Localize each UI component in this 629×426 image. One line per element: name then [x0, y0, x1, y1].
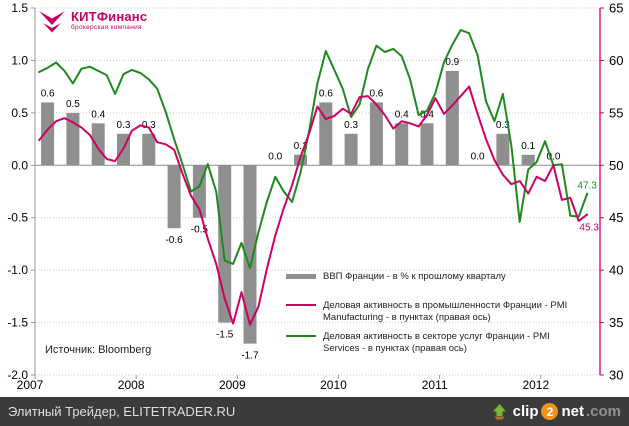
svg-text:-1.7: -1.7 [241, 351, 259, 362]
kit-finance-logo: КИТФинанс брокерская компания [38, 10, 147, 33]
svg-text:0.3: 0.3 [117, 120, 131, 131]
svg-text:2012: 2012 [522, 378, 549, 392]
svg-text:0.1: 0.1 [521, 141, 535, 152]
legend-swatch-gdp [286, 274, 316, 279]
svg-text:0.5: 0.5 [11, 106, 28, 120]
svg-text:0.0: 0.0 [11, 158, 28, 172]
svg-text:60: 60 [609, 53, 623, 68]
upload-arrow-icon [492, 404, 506, 420]
legend-item-pmi-manufacturing: Деловая активность в промышленности Фран… [286, 300, 576, 324]
svg-text:0.4: 0.4 [395, 109, 409, 120]
kit-finance-logo-text: КИТФинанс брокерская компания [71, 10, 147, 32]
svg-text:2009: 2009 [219, 378, 246, 392]
brand-name-rest: Финанс [96, 9, 148, 24]
svg-text:0.0: 0.0 [471, 151, 485, 162]
svg-text:0.0: 0.0 [546, 151, 560, 162]
brand-name-bold: КИТ [71, 9, 97, 24]
svg-text:0.3: 0.3 [344, 120, 358, 131]
brand-name: КИТФинанс [71, 10, 147, 23]
clip2net-watermark: clip 2 net .com [491, 403, 621, 420]
chart-panel: 1.5 1.0 0.5 0.0 -0.5 -1.0 -1.5 -2.0 65 60 55 50 45 40… [7, 0, 624, 393]
svg-text:-2.0: -2.0 [7, 368, 28, 382]
svg-text:47.3: 47.3 [577, 181, 597, 192]
svg-text:1.5: 1.5 [11, 1, 28, 15]
svg-text:55: 55 [609, 105, 623, 120]
legend-label-pmi-manufacturing: Деловая активность в промышленности Фран… [323, 300, 568, 323]
svg-text:-1.5: -1.5 [7, 316, 28, 330]
svg-text:0.5: 0.5 [66, 99, 80, 110]
legend-label-pmi-services: Деловая активность в секторе услуг Франц… [323, 331, 550, 354]
kit-finance-logo-icon [39, 11, 65, 33]
clip2net-2-badge: 2 [541, 403, 559, 420]
legend-swatch-pmi-services [286, 335, 316, 337]
footer-bar: Элитный Трейдер, ELITETRADER.RU clip 2 n… [0, 397, 629, 426]
svg-text:35: 35 [609, 315, 623, 330]
svg-text:2010: 2010 [320, 378, 347, 392]
svg-text:-0.5: -0.5 [191, 225, 209, 236]
svg-text:0.6: 0.6 [41, 88, 55, 99]
chart-canvas: 1.5 1.0 0.5 0.0 -0.5 -1.0 -1.5 -2.0 65 60 55 50 45 40… [7, 1, 623, 393]
svg-text:65: 65 [609, 1, 623, 16]
svg-text:0.1: 0.1 [294, 141, 308, 152]
footer-site-label: Элитный Трейдер, ELITETRADER.RU [8, 404, 236, 419]
svg-text:-1.5: -1.5 [216, 330, 234, 341]
svg-text:2007: 2007 [17, 378, 44, 392]
svg-text:1.0: 1.0 [11, 53, 28, 67]
svg-text:0.6: 0.6 [319, 88, 333, 99]
brand-tagline: брокерская компания [71, 24, 142, 31]
clip2net-text-clip: clip [512, 403, 539, 420]
svg-text:45.3: 45.3 [579, 223, 599, 234]
svg-text:45: 45 [609, 210, 623, 225]
source-note: Источник: Bloomberg [45, 344, 152, 356]
clip2net-text-com: .com [585, 403, 621, 420]
svg-text:0.3: 0.3 [496, 120, 510, 131]
svg-text:-0.5: -0.5 [7, 211, 28, 225]
legend-label-gdp: ВВП Франции - в % к прошлому кварталу [323, 271, 506, 282]
svg-text:30: 30 [609, 368, 623, 383]
clip2net-text-net: net [561, 403, 584, 420]
svg-text:2008: 2008 [118, 378, 145, 392]
svg-text:0.0: 0.0 [268, 151, 282, 162]
svg-text:-1.0: -1.0 [7, 263, 28, 277]
svg-text:0.6: 0.6 [369, 88, 383, 99]
legend: ВВП Франции - в % к прошлому кварталу Де… [286, 271, 576, 362]
svg-text:0.4: 0.4 [91, 109, 105, 120]
legend-swatch-pmi-manufacturing [286, 304, 316, 306]
legend-item-gdp: ВВП Франции - в % к прошлому кварталу [286, 271, 576, 283]
svg-text:0.9: 0.9 [445, 57, 459, 68]
legend-item-pmi-services: Деловая активность в секторе услуг Франц… [286, 331, 576, 355]
svg-text:-0.6: -0.6 [165, 235, 183, 246]
svg-text:40: 40 [609, 263, 623, 278]
svg-text:2011: 2011 [422, 378, 448, 392]
svg-text:0.3: 0.3 [142, 120, 156, 131]
svg-text:50: 50 [609, 158, 623, 173]
